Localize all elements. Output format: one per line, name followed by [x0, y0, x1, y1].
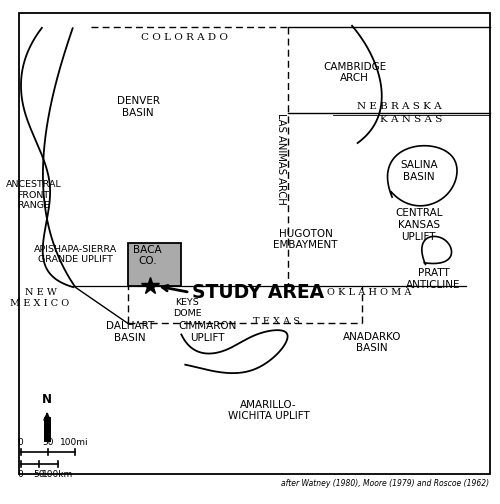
Text: ANADARKO
BASIN: ANADARKO BASIN	[343, 332, 402, 353]
Text: LAS ANIMAS ARCH: LAS ANIMAS ARCH	[276, 112, 286, 204]
Text: C O L O R A D O: C O L O R A D O	[142, 33, 229, 42]
Text: K A N S A S: K A N S A S	[380, 114, 442, 123]
Text: SALINA
BASIN: SALINA BASIN	[400, 160, 438, 181]
Text: CAMBRIDGE
ARCH: CAMBRIDGE ARCH	[323, 61, 386, 83]
Text: N E W: N E W	[26, 288, 57, 297]
Text: T E X A S: T E X A S	[252, 318, 300, 327]
Text: N E B R A S K A: N E B R A S K A	[357, 102, 442, 111]
Text: CENTRAL
KANSAS
UPLIFT: CENTRAL KANSAS UPLIFT	[395, 208, 442, 241]
Text: 0: 0	[18, 470, 24, 479]
Text: 100km: 100km	[42, 470, 74, 479]
Bar	[44, 417, 51, 442]
Text: KEYS
DOME: KEYS DOME	[173, 298, 202, 318]
Text: AMARILLO-
WICHITA UPLIFT: AMARILLO- WICHITA UPLIFT	[228, 400, 310, 421]
Text: O K L A H O M A: O K L A H O M A	[328, 288, 411, 297]
Text: BACA
CO.: BACA CO.	[133, 244, 162, 266]
Text: APISHAPA-SIERRA
GRANDE UPLIFT: APISHAPA-SIERRA GRANDE UPLIFT	[34, 245, 117, 264]
Text: ANCESTRAL
FRONT
RANGE: ANCESTRAL FRONT RANGE	[6, 180, 61, 210]
Text: DALHART
BASIN: DALHART BASIN	[106, 321, 154, 343]
Text: 50: 50	[34, 470, 45, 479]
Text: N: N	[42, 393, 52, 406]
Text: M E X I C O: M E X I C O	[10, 299, 70, 308]
Text: 0: 0	[18, 438, 24, 448]
Text: STUDY AREA: STUDY AREA	[192, 283, 324, 302]
Text: PRATT
ANTICLINE: PRATT ANTICLINE	[406, 268, 461, 290]
Text: after Watney (1980), Moore (1979) and Roscoe (1962): after Watney (1980), Moore (1979) and Ro…	[281, 479, 489, 488]
Text: 50: 50	[42, 438, 54, 448]
Bar	[128, 243, 180, 286]
Text: HUGOTON
EMBAYMENT: HUGOTON EMBAYMENT	[274, 229, 338, 250]
Text: DENVER
BASIN: DENVER BASIN	[116, 96, 160, 117]
Text: 100mi: 100mi	[60, 438, 89, 448]
Text: CIMMARON
UPLIFT: CIMMARON UPLIFT	[178, 321, 236, 343]
